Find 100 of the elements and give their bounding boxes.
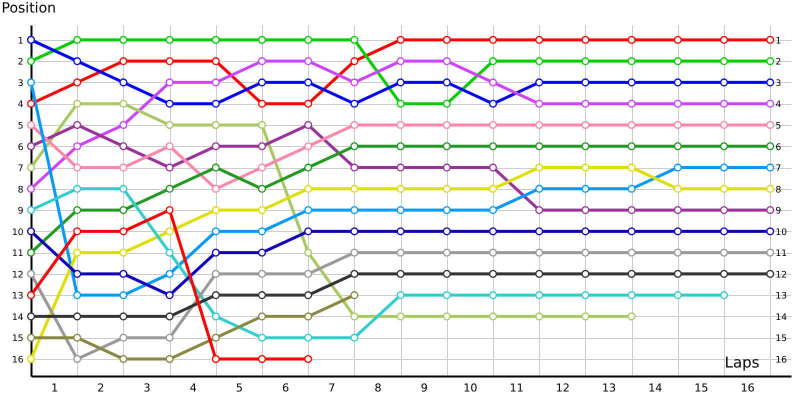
x-tick-label: 6 (282, 382, 290, 394)
point (258, 291, 266, 300)
point (258, 78, 266, 86)
point (581, 270, 590, 278)
point (73, 164, 82, 172)
point (766, 206, 774, 214)
point (489, 36, 498, 44)
point (396, 57, 405, 66)
point (212, 36, 220, 44)
point (258, 57, 266, 66)
x-tick-label: 1 (51, 382, 58, 394)
point (26, 57, 36, 66)
y-tick-label: 9 (18, 206, 24, 217)
point (119, 164, 128, 172)
point (396, 36, 405, 44)
y-tick-label: 10 (12, 228, 24, 238)
point (166, 312, 174, 320)
point (304, 291, 312, 300)
point (258, 312, 266, 320)
point (766, 227, 774, 236)
y2-tick-label: 12 (776, 270, 787, 280)
point (26, 164, 36, 172)
point (119, 120, 128, 129)
point (489, 184, 498, 193)
point (535, 36, 544, 44)
x-tick-label: 13 (602, 382, 616, 394)
point (212, 120, 220, 129)
point (350, 312, 358, 320)
point (212, 164, 220, 172)
point (73, 120, 82, 129)
point (166, 57, 174, 66)
point (26, 291, 36, 300)
point (396, 206, 405, 214)
point (674, 78, 682, 86)
point (26, 120, 36, 129)
point (442, 57, 451, 66)
point (628, 57, 636, 66)
point (674, 206, 682, 214)
point (581, 120, 590, 129)
point (166, 78, 174, 86)
point (119, 334, 128, 342)
y2-tick-label: 3 (776, 78, 782, 89)
point (489, 120, 498, 129)
point (212, 334, 220, 342)
point (26, 248, 36, 257)
point (674, 270, 682, 278)
point (304, 354, 312, 363)
point (166, 142, 174, 150)
point (628, 100, 636, 108)
point (350, 100, 358, 108)
point (581, 291, 590, 300)
point (720, 120, 728, 129)
point (166, 227, 174, 236)
point (258, 164, 266, 172)
point (396, 78, 405, 86)
point (442, 184, 451, 193)
point (535, 164, 544, 172)
point (26, 334, 36, 342)
point (489, 142, 498, 150)
point (304, 227, 312, 236)
point (396, 142, 405, 150)
point (535, 206, 544, 214)
point (442, 164, 451, 172)
x-tick-label: 7 (328, 382, 336, 394)
point (119, 78, 128, 86)
point (628, 120, 636, 129)
point (442, 312, 451, 320)
point (26, 312, 36, 320)
point (535, 57, 544, 66)
point (442, 248, 451, 257)
point (212, 142, 220, 150)
y2-tick-label: 2 (776, 58, 782, 68)
point (766, 270, 774, 278)
y2-tick-label: 16 (776, 355, 788, 366)
x-tick-label: 15 (694, 382, 708, 394)
point (212, 57, 220, 66)
point (489, 206, 498, 214)
point (73, 78, 82, 86)
point (628, 206, 636, 214)
point (258, 206, 266, 214)
point (720, 142, 728, 150)
point (73, 291, 82, 300)
point (212, 270, 220, 278)
point (535, 291, 544, 300)
y-axis-title: Position (2, 0, 56, 16)
point (350, 36, 358, 44)
y2-tick-label: 7 (776, 164, 782, 174)
point (720, 248, 728, 257)
point (720, 291, 728, 300)
point (674, 184, 682, 193)
point (350, 120, 358, 129)
point (26, 227, 36, 236)
point (442, 270, 451, 278)
y2-tick-label: 10 (776, 228, 788, 238)
point (396, 270, 405, 278)
point (720, 100, 728, 108)
point (442, 227, 451, 236)
point (350, 184, 358, 193)
point (581, 312, 590, 320)
x-tick-label: 2 (97, 382, 104, 394)
